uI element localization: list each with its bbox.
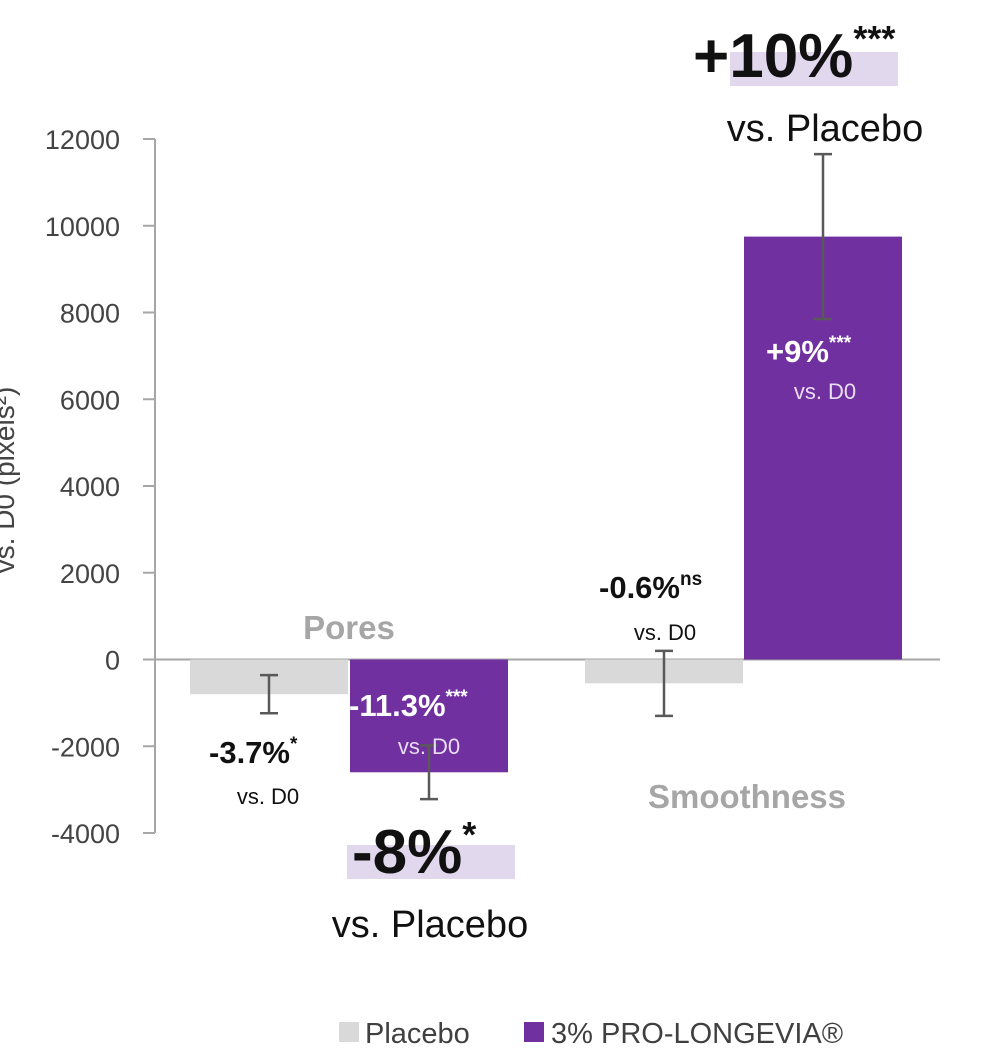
smoothness-active-percent: +9%*** [766, 333, 852, 369]
legend-label-placebo: Placebo [365, 1018, 470, 1050]
y-axis-label: vs. D0 (pixels²) [0, 387, 20, 574]
smoothness-active-vs-d0: vs. D0 [794, 379, 856, 404]
category-label-smoothness: Smoothness [648, 778, 846, 815]
y-tick-label: 0 [105, 646, 120, 676]
pores-placebo-vs-d0: vs. D0 [237, 784, 299, 809]
legend-swatch-active [524, 1022, 544, 1042]
y-tick-label: 10000 [45, 212, 120, 242]
pores-active-percent: -11.3%*** [349, 687, 468, 723]
y-tick-label: 8000 [60, 299, 120, 329]
pores-vs-placebo-label: vs. Placebo [332, 904, 528, 946]
legend-swatch-placebo [339, 1022, 359, 1042]
y-tick-label: -2000 [51, 732, 120, 762]
y-tick-label: 2000 [60, 559, 120, 589]
pores-vs-placebo-value: -8%* [352, 814, 476, 887]
pores-placebo-percent: -3.7%* [209, 734, 298, 770]
smoothness-vs-placebo-label: vs. Placebo [727, 108, 923, 150]
legend-label-active: 3% PRO-LONGEVIA® [551, 1018, 843, 1050]
y-tick-label: 12000 [45, 125, 120, 155]
smoothness-placebo-percent: -0.6%ns [599, 569, 702, 605]
category-label-pores: Pores [303, 609, 395, 646]
highlight-box-pores [347, 845, 515, 879]
y-tick-label: -4000 [51, 819, 120, 849]
pores-active-vs-d0: vs. D0 [398, 734, 460, 759]
smoothness-vs-placebo-value: +10%*** [693, 18, 895, 91]
smoothness-placebo-vs-d0: vs. D0 [634, 620, 696, 645]
legend: Placebo 3% PRO-LONGEVIA® [339, 1018, 843, 1050]
y-tick-label: 6000 [60, 385, 120, 415]
highlight-box-smoothness [730, 52, 898, 86]
y-tick-label: 4000 [60, 472, 120, 502]
